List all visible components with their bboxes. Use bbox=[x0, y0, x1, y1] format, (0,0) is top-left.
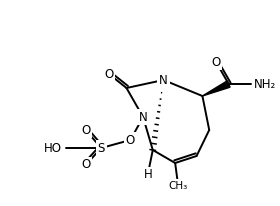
Text: N: N bbox=[139, 110, 148, 124]
Text: O: O bbox=[211, 55, 221, 69]
Text: S: S bbox=[97, 142, 105, 154]
Text: O: O bbox=[104, 68, 114, 81]
Text: O: O bbox=[126, 133, 135, 146]
Text: HO: HO bbox=[44, 142, 62, 154]
Text: O: O bbox=[81, 124, 90, 137]
Polygon shape bbox=[202, 81, 230, 96]
Text: CH₃: CH₃ bbox=[169, 181, 188, 191]
Text: NH₂: NH₂ bbox=[254, 77, 276, 90]
Text: O: O bbox=[81, 158, 90, 172]
Text: H: H bbox=[144, 169, 152, 181]
Text: N: N bbox=[159, 74, 168, 87]
